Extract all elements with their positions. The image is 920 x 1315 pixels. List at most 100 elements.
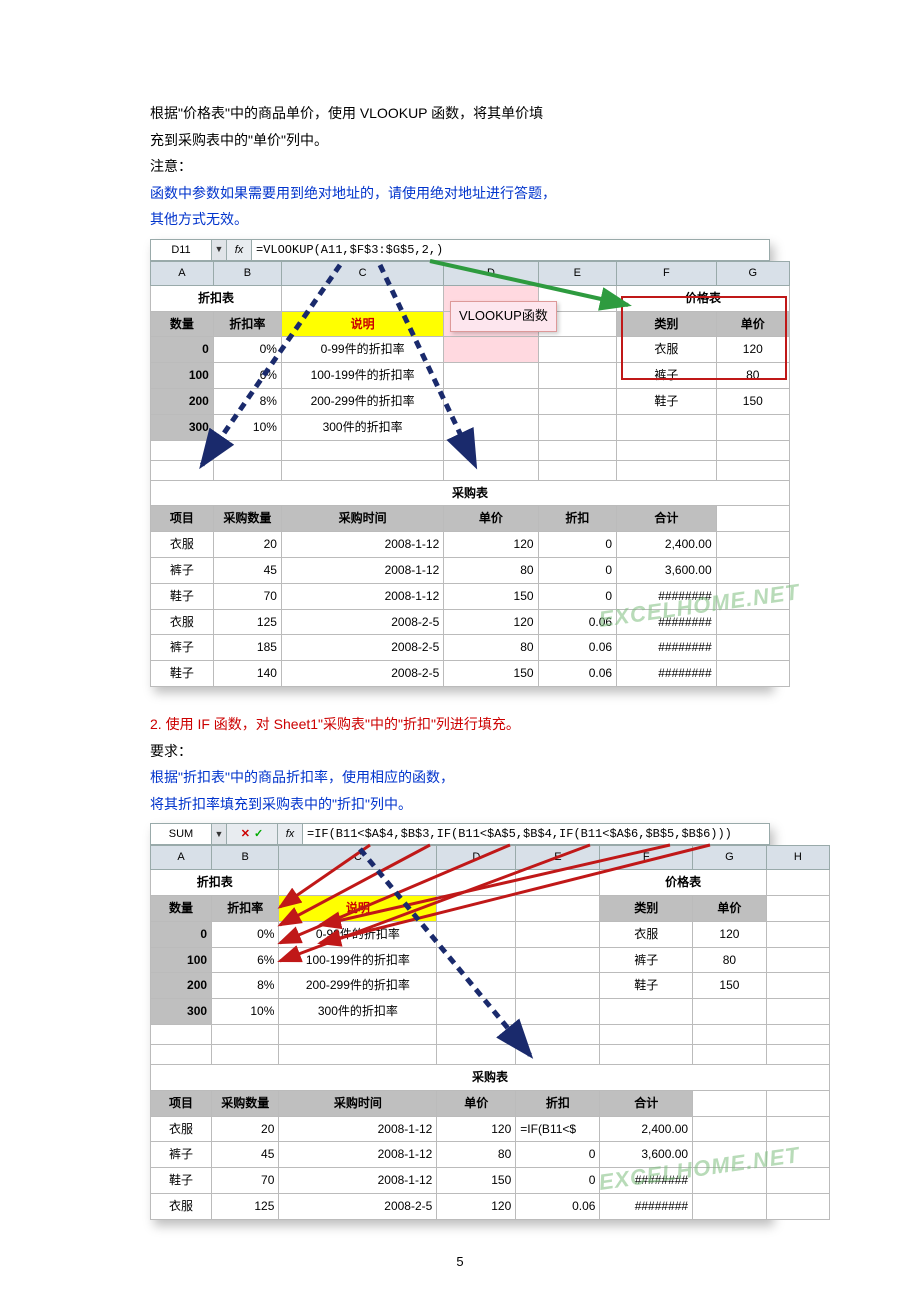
cell[interactable]: 0: [516, 1142, 600, 1168]
cell[interactable]: ########: [617, 635, 717, 661]
cell[interactable]: 0-99件的折扣率: [281, 337, 443, 363]
cell[interactable]: 鞋子: [151, 661, 214, 687]
cell[interactable]: 0.06: [538, 661, 617, 687]
colhead-B[interactable]: B: [212, 846, 279, 870]
cell[interactable]: 8%: [213, 389, 281, 415]
cell[interactable]: 6%: [213, 363, 281, 389]
cell[interactable]: 8%: [212, 973, 279, 999]
cell[interactable]: 2008-1-12: [281, 583, 443, 609]
colhead-D[interactable]: D: [444, 261, 538, 285]
cell[interactable]: 80: [693, 947, 767, 973]
colhead-B[interactable]: B: [213, 261, 281, 285]
colhead-A[interactable]: A: [151, 261, 214, 285]
cell[interactable]: 2008-1-12: [279, 1168, 437, 1194]
cell[interactable]: 80: [716, 363, 789, 389]
cell[interactable]: 10%: [212, 999, 279, 1025]
cell[interactable]: 0: [538, 558, 617, 584]
cell[interactable]: ########: [600, 1168, 693, 1194]
cell[interactable]: 150: [444, 583, 538, 609]
cell[interactable]: 200-299件的折扣率: [281, 389, 443, 415]
cell[interactable]: 80: [444, 635, 538, 661]
colhead-G[interactable]: G: [693, 846, 767, 870]
cancel-icon[interactable]: ✕: [241, 824, 250, 845]
cell[interactable]: 衣服: [600, 921, 693, 947]
cell[interactable]: 2008-2-5: [281, 609, 443, 635]
colhead-F[interactable]: F: [600, 846, 693, 870]
cell[interactable]: 120: [444, 609, 538, 635]
cell[interactable]: 2,400.00: [600, 1116, 693, 1142]
colhead-E[interactable]: E: [516, 846, 600, 870]
cell[interactable]: 衣服: [617, 337, 717, 363]
cell[interactable]: 鞋子: [600, 973, 693, 999]
cell[interactable]: 6%: [212, 947, 279, 973]
cell[interactable]: 0: [151, 337, 214, 363]
cell[interactable]: 0.06: [516, 1194, 600, 1220]
accept-icon[interactable]: ✓: [254, 824, 263, 845]
cell[interactable]: ########: [617, 583, 717, 609]
colhead-C[interactable]: C: [279, 846, 437, 870]
cell[interactable]: 100: [151, 363, 214, 389]
formula-input[interactable]: =VLOOKUP(A11,$F$3:$G$5,2,): [252, 240, 769, 260]
fx-icon[interactable]: fx: [278, 824, 303, 844]
name-box[interactable]: SUM: [151, 824, 212, 844]
cell[interactable]: ########: [617, 609, 717, 635]
cell[interactable]: 裤子: [151, 558, 214, 584]
cell[interactable]: 0-99件的折扣率: [279, 921, 437, 947]
cell[interactable]: 衣服: [151, 532, 214, 558]
cell[interactable]: ########: [617, 661, 717, 687]
cell[interactable]: 80: [444, 558, 538, 584]
cell[interactable]: 0.06: [538, 609, 617, 635]
colhead-E[interactable]: E: [538, 261, 617, 285]
cell[interactable]: 200: [151, 389, 214, 415]
cell[interactable]: 2008-2-5: [281, 661, 443, 687]
cell[interactable]: 200: [151, 973, 212, 999]
cell[interactable]: 185: [213, 635, 281, 661]
cell[interactable]: 120: [693, 921, 767, 947]
cell[interactable]: 2008-1-12: [279, 1142, 437, 1168]
cell[interactable]: 100-199件的折扣率: [281, 363, 443, 389]
cell[interactable]: 2008-2-5: [279, 1194, 437, 1220]
colhead-F[interactable]: F: [617, 261, 717, 285]
cell[interactable]: 150: [444, 661, 538, 687]
cell[interactable]: 300件的折扣率: [281, 414, 443, 440]
cell[interactable]: 120: [444, 532, 538, 558]
cell[interactable]: 鞋子: [617, 389, 717, 415]
name-box[interactable]: D11: [151, 240, 212, 260]
formula-input[interactable]: =IF(B11<$A$4,$B$3,IF(B11<$A$5,$B$4,IF(B1…: [303, 824, 769, 844]
cell[interactable]: 120: [716, 337, 789, 363]
cell[interactable]: 300: [151, 999, 212, 1025]
namebox-dropdown-icon[interactable]: ▼: [212, 240, 227, 260]
cell[interactable]: 0: [516, 1168, 600, 1194]
cell[interactable]: 120: [437, 1194, 516, 1220]
cell[interactable]: 2008-2-5: [281, 635, 443, 661]
cell[interactable]: 125: [213, 609, 281, 635]
cell[interactable]: 200-299件的折扣率: [279, 973, 437, 999]
cell[interactable]: 衣服: [151, 609, 214, 635]
cell[interactable]: 45: [212, 1142, 279, 1168]
cell[interactable]: 2008-1-12: [281, 558, 443, 584]
cell[interactable]: 裤子: [151, 635, 214, 661]
cell[interactable]: 裤子: [617, 363, 717, 389]
cell[interactable]: ########: [600, 1194, 693, 1220]
cell[interactable]: =IF(B11<$: [516, 1116, 600, 1142]
cell[interactable]: 70: [213, 583, 281, 609]
cell[interactable]: 80: [437, 1142, 516, 1168]
cell[interactable]: 100: [151, 947, 212, 973]
cell[interactable]: 45: [213, 558, 281, 584]
cell[interactable]: 150: [716, 389, 789, 415]
fx-icon[interactable]: fx: [227, 240, 252, 260]
cell[interactable]: 鞋子: [151, 1168, 212, 1194]
cell[interactable]: 2008-1-12: [281, 532, 443, 558]
cell[interactable]: 300件的折扣率: [279, 999, 437, 1025]
colhead-A[interactable]: A: [151, 846, 212, 870]
namebox-dropdown-icon[interactable]: ▼: [212, 824, 227, 844]
cell[interactable]: 0: [151, 921, 212, 947]
cell[interactable]: 70: [212, 1168, 279, 1194]
cell[interactable]: 120: [437, 1116, 516, 1142]
cell[interactable]: 140: [213, 661, 281, 687]
cell[interactable]: 鞋子: [151, 583, 214, 609]
colhead-D[interactable]: D: [437, 846, 516, 870]
cell[interactable]: 2,400.00: [617, 532, 717, 558]
cell[interactable]: 300: [151, 414, 214, 440]
cell[interactable]: 裤子: [600, 947, 693, 973]
